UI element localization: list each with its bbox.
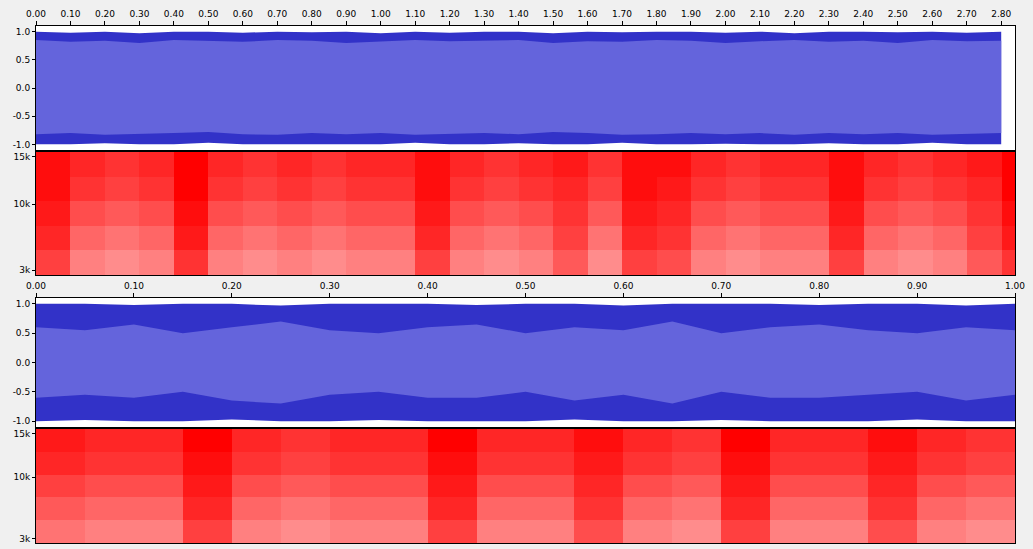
svg-text:2.60: 2.60 bbox=[922, 9, 942, 19]
svg-text:0.5: 0.5 bbox=[16, 328, 30, 338]
svg-text:3k: 3k bbox=[19, 534, 31, 544]
svg-text:0.30: 0.30 bbox=[320, 281, 340, 291]
svg-text:1.00: 1.00 bbox=[1005, 281, 1025, 291]
svg-text:-1.0: -1.0 bbox=[13, 140, 31, 150]
svg-text:0.20: 0.20 bbox=[222, 281, 242, 291]
svg-text:1.20: 1.20 bbox=[440, 9, 460, 19]
svg-text:-0.5: -0.5 bbox=[13, 387, 31, 397]
svg-text:0.00: 0.00 bbox=[26, 9, 46, 19]
svg-text:10k: 10k bbox=[14, 199, 31, 209]
svg-text:0.50: 0.50 bbox=[515, 281, 535, 291]
svg-text:2.50: 2.50 bbox=[888, 9, 908, 19]
svg-text:1.80: 1.80 bbox=[646, 9, 666, 19]
svg-text:2.00: 2.00 bbox=[715, 9, 735, 19]
svg-text:3k: 3k bbox=[19, 265, 31, 275]
svg-text:0.0: 0.0 bbox=[16, 83, 31, 93]
svg-text:0.90: 0.90 bbox=[907, 281, 927, 291]
svg-text:1.40: 1.40 bbox=[509, 9, 529, 19]
svg-text:1.30: 1.30 bbox=[474, 9, 494, 19]
svg-text:2.10: 2.10 bbox=[750, 9, 770, 19]
svg-text:2.30: 2.30 bbox=[819, 9, 839, 19]
svg-text:0.0: 0.0 bbox=[16, 358, 31, 368]
svg-text:2.70: 2.70 bbox=[957, 9, 977, 19]
svg-text:1.60: 1.60 bbox=[578, 9, 598, 19]
svg-text:1.0: 1.0 bbox=[16, 299, 31, 309]
svg-text:-0.5: -0.5 bbox=[13, 111, 31, 121]
svg-text:1.50: 1.50 bbox=[543, 9, 563, 19]
svg-text:0.60: 0.60 bbox=[613, 281, 633, 291]
svg-text:0.10: 0.10 bbox=[124, 281, 144, 291]
svg-text:0.80: 0.80 bbox=[809, 281, 829, 291]
svg-text:0.10: 0.10 bbox=[60, 9, 80, 19]
svg-text:0.00: 0.00 bbox=[26, 281, 46, 291]
svg-text:0.5: 0.5 bbox=[16, 55, 30, 65]
svg-text:1.00: 1.00 bbox=[371, 9, 391, 19]
svg-text:0.40: 0.40 bbox=[418, 281, 438, 291]
svg-text:1.90: 1.90 bbox=[681, 9, 701, 19]
svg-text:2.80: 2.80 bbox=[991, 9, 1011, 19]
svg-text:2.20: 2.20 bbox=[784, 9, 804, 19]
svg-text:1.70: 1.70 bbox=[612, 9, 632, 19]
svg-text:0.70: 0.70 bbox=[267, 9, 287, 19]
svg-text:0.90: 0.90 bbox=[336, 9, 356, 19]
svg-text:2.40: 2.40 bbox=[853, 9, 873, 19]
svg-text:0.80: 0.80 bbox=[302, 9, 322, 19]
svg-text:0.50: 0.50 bbox=[198, 9, 218, 19]
svg-text:1.10: 1.10 bbox=[405, 9, 425, 19]
svg-text:0.20: 0.20 bbox=[95, 9, 115, 19]
svg-text:1.0: 1.0 bbox=[16, 27, 31, 37]
svg-text:-1.0: -1.0 bbox=[13, 416, 31, 426]
svg-text:0.40: 0.40 bbox=[164, 9, 184, 19]
svg-text:0.70: 0.70 bbox=[711, 281, 731, 291]
svg-text:10k: 10k bbox=[14, 472, 31, 482]
svg-text:0.30: 0.30 bbox=[129, 9, 149, 19]
svg-text:0.60: 0.60 bbox=[233, 9, 253, 19]
svg-text:15k: 15k bbox=[14, 152, 31, 162]
svg-text:15k: 15k bbox=[14, 429, 31, 439]
